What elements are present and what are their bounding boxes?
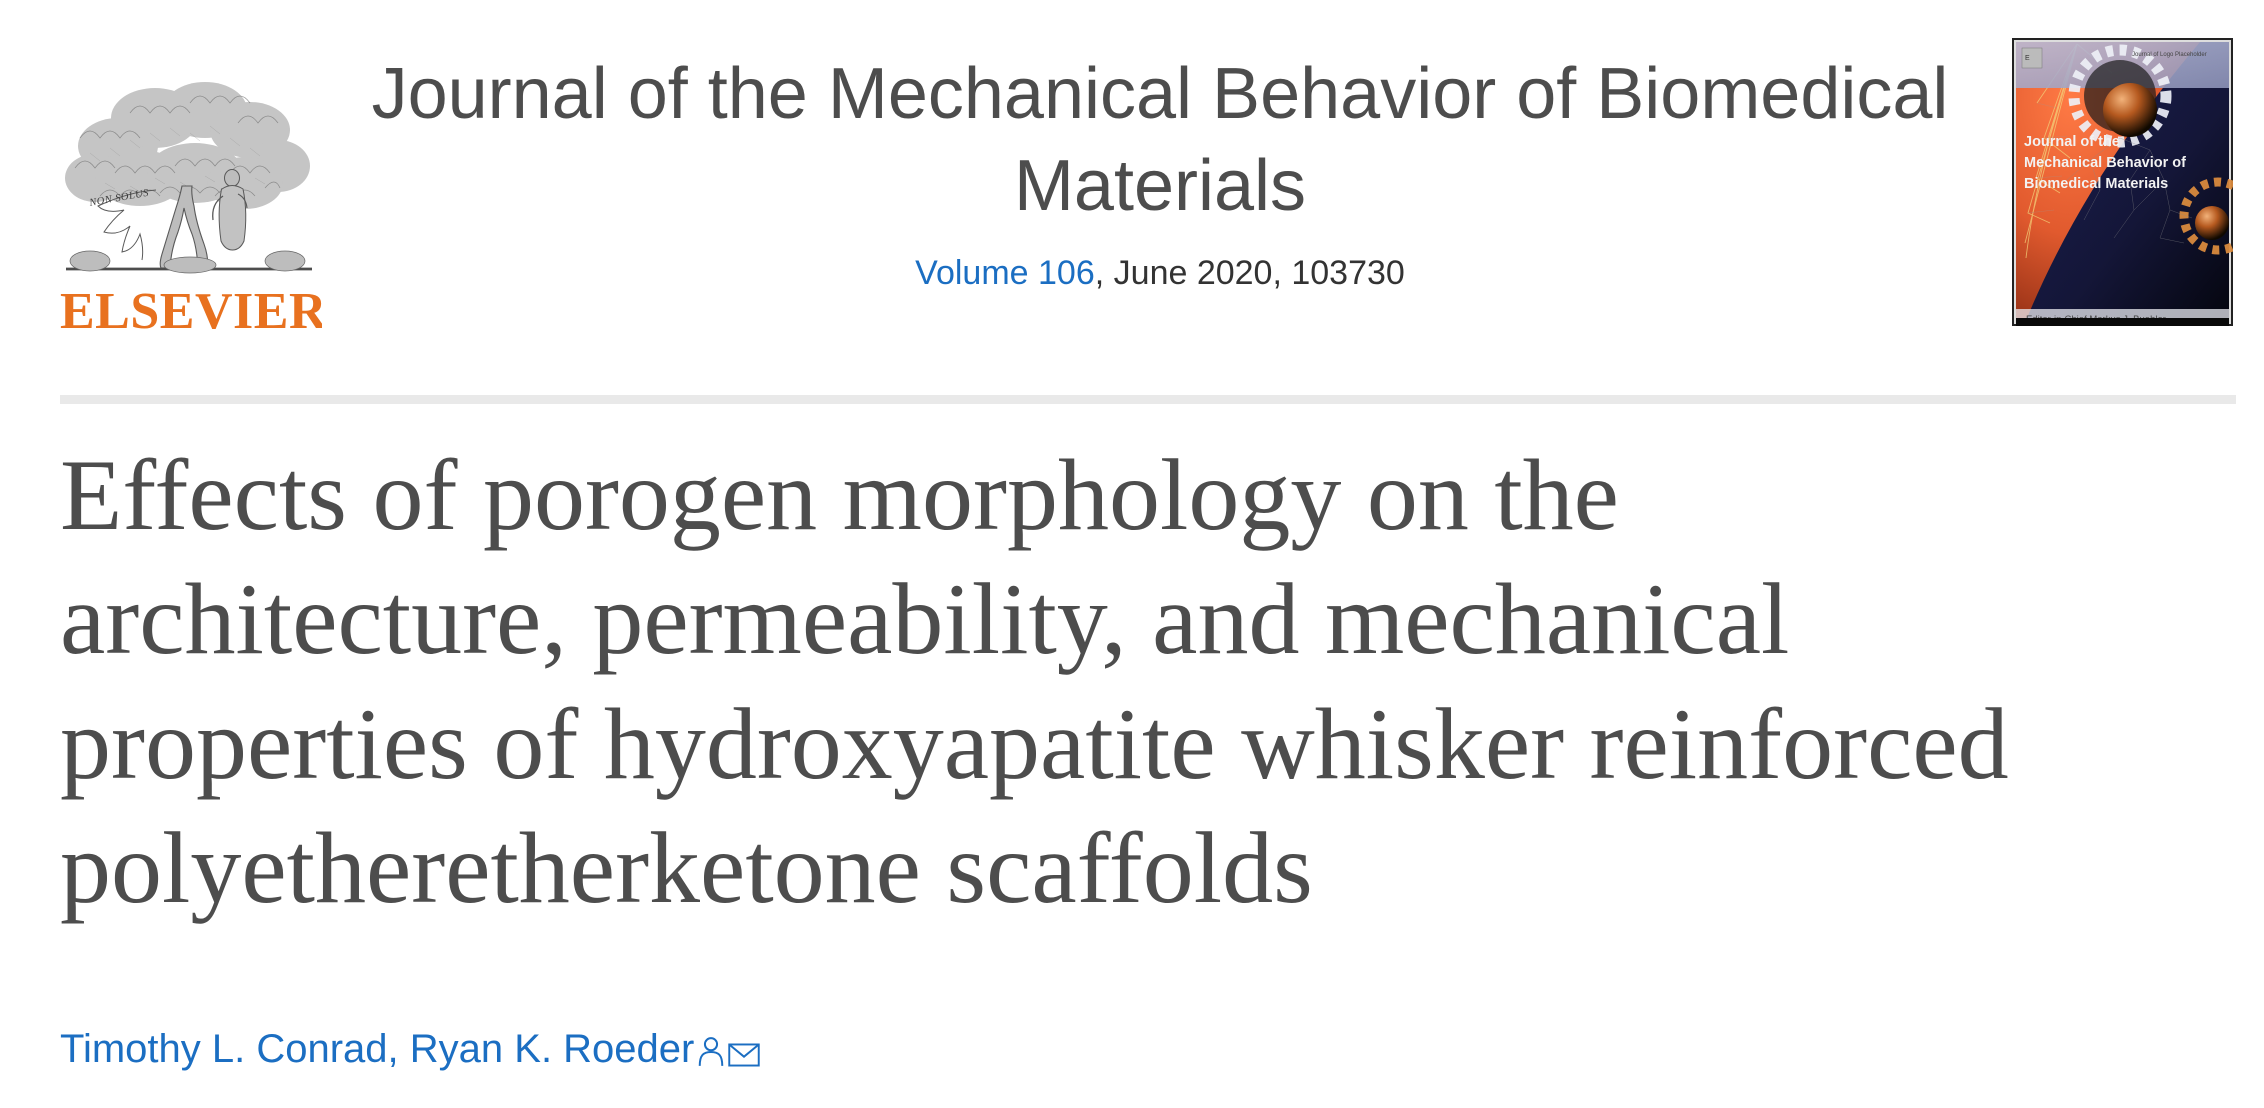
svg-text:Mechanical Behavior of: Mechanical Behavior of [2024, 155, 2186, 171]
svg-text:Journal of Logo Placeholder: Journal of Logo Placeholder [2132, 52, 2207, 58]
svg-text:ELSEVIER: ELSEVIER [60, 283, 322, 338]
svg-text:Journal of the: Journal of the [2024, 134, 2120, 150]
svg-text:E: E [2025, 55, 2030, 62]
svg-text:Biomedical Materials: Biomedical Materials [2024, 176, 2168, 192]
